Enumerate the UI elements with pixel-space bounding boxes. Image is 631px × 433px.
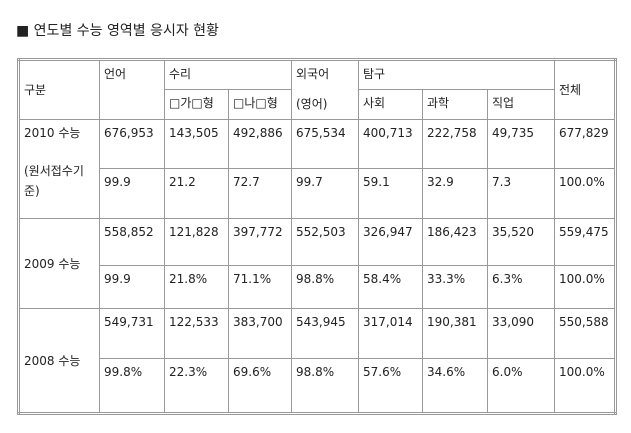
table-row: 2010 수능 (원서접수기준) 676,953 143,505 492,886 675,… [18,119,617,219]
count-cell: 326,947 [358,218,423,266]
table-row: 99.9 21.2 72.7 99.7 59.1 32.9 7.3 100.0% [19,168,617,219]
row-label: 2010 수능 (원서접수기준) [18,119,100,219]
count-cell: 186,423 [422,218,488,266]
row-label: 2009 수능 [18,218,100,309]
percent-cell: 21.8% [164,265,229,309]
count-cell: 559,475 [554,218,617,266]
percent-cell: 32.9 [422,168,488,219]
percent-cell: 6.0% [486,358,556,414]
percent-cell: 57.6% [358,358,423,414]
header-cell: 전체 [554,59,617,120]
percent-cell: 59.1 [358,168,423,219]
row-label-text: 2009 수능 [24,256,81,271]
count-cell: 397,772 [228,218,292,266]
header-cell: 탐구 [357,59,556,90]
header-cell: 과학 [422,89,488,120]
percent-cell: 6.3% [486,265,556,309]
count-cell: 677,829 [554,119,617,169]
count-cell: 222,758 [422,119,488,169]
percent-cell: 98.8% [291,358,359,414]
header-cell: 외국어 (영어) [291,59,359,120]
count-cell: 543,945 [291,308,359,359]
count-cell: 33,090 [486,308,556,359]
count-cell: 676,953 [99,119,165,169]
count-cell: 122,533 [164,308,229,359]
percent-cell: 69.6% [228,358,292,414]
count-cell: 550,588 [554,308,617,359]
count-cell: 549,731 [99,308,165,359]
percent-cell: 72.7 [228,168,292,219]
count-cell: 49,735 [486,119,556,169]
header-text: 외국어 [296,67,330,81]
count-cell: 675,534 [291,119,359,169]
percent-cell: 34.6% [422,358,488,414]
count-cell: 121,828 [164,218,229,266]
stats-table: 구분 언어 수리 외국어 (영어) 탐구 전체 □가□형 □나□형 사회 과학 직… [17,58,618,415]
percent-cell: 71.1% [228,265,292,309]
percent-cell: 100.0% [554,358,617,414]
header-cell: 직업 [486,89,556,120]
table-row: 2009 수능 558,852 121,828 397,772 552,503 326,9… [18,218,617,309]
row-label-text: 2010 수능 [24,126,81,140]
percent-cell: 99.9 [99,265,165,309]
header-cell: 구분 [18,59,100,120]
count-cell: 552,503 [291,218,359,266]
count-cell: 35,520 [486,218,556,266]
count-cell: 190,381 [422,308,488,359]
table-row: 99.9 21.8% 71.1% 98.8% 58.4% 33.3% 6.3% 100.0% [19,265,617,309]
percent-cell: 100.0% [554,168,617,219]
percent-cell: 33.3% [422,265,488,309]
percent-cell: 22.3% [164,358,229,414]
row-note: (원서접수기준) [24,164,84,198]
header-cell: □나□형 [228,89,292,120]
table-body: 2010 수능 (원서접수기준) 676,953 143,505 492,886 675,… [18,119,617,414]
count-cell: 558,852 [99,218,165,266]
row-label-text: 2008 수능 [24,353,81,368]
header-cell: 사회 [358,89,423,120]
header-cell: 수리 [164,59,292,90]
count-cell: 492,886 [228,119,292,169]
header-text: (영어) [296,97,328,111]
count-cell: 383,700 [228,308,292,359]
count-cell: 317,014 [358,308,423,359]
title: ■ 연도별 수능 영역별 응시자 현황 [16,23,219,39]
count-cell: 400,713 [358,119,423,169]
percent-cell: 21.2 [164,168,229,219]
table-row: 99.8% 22.3% 69.6% 98.8% 57.6% 34.6% 6.0% 100.0% [19,358,617,414]
table-row: 2008 수능 549,731 122,533 383,700 543,945 317,0… [18,308,617,414]
percent-cell: 100.0% [554,265,617,309]
percent-cell: 99.9 [99,168,165,219]
header-cell: □가□형 [164,89,229,120]
count-cell: 143,505 [164,119,229,169]
percent-cell: 99.8% [99,358,165,414]
percent-cell: 98.8% [291,265,359,309]
percent-cell: 58.4% [358,265,423,309]
header-cell: 언어 [99,59,165,120]
percent-cell: 99.7 [291,168,359,219]
row-label: 2008 수능 [18,308,100,414]
percent-cell: 7.3 [486,168,556,219]
